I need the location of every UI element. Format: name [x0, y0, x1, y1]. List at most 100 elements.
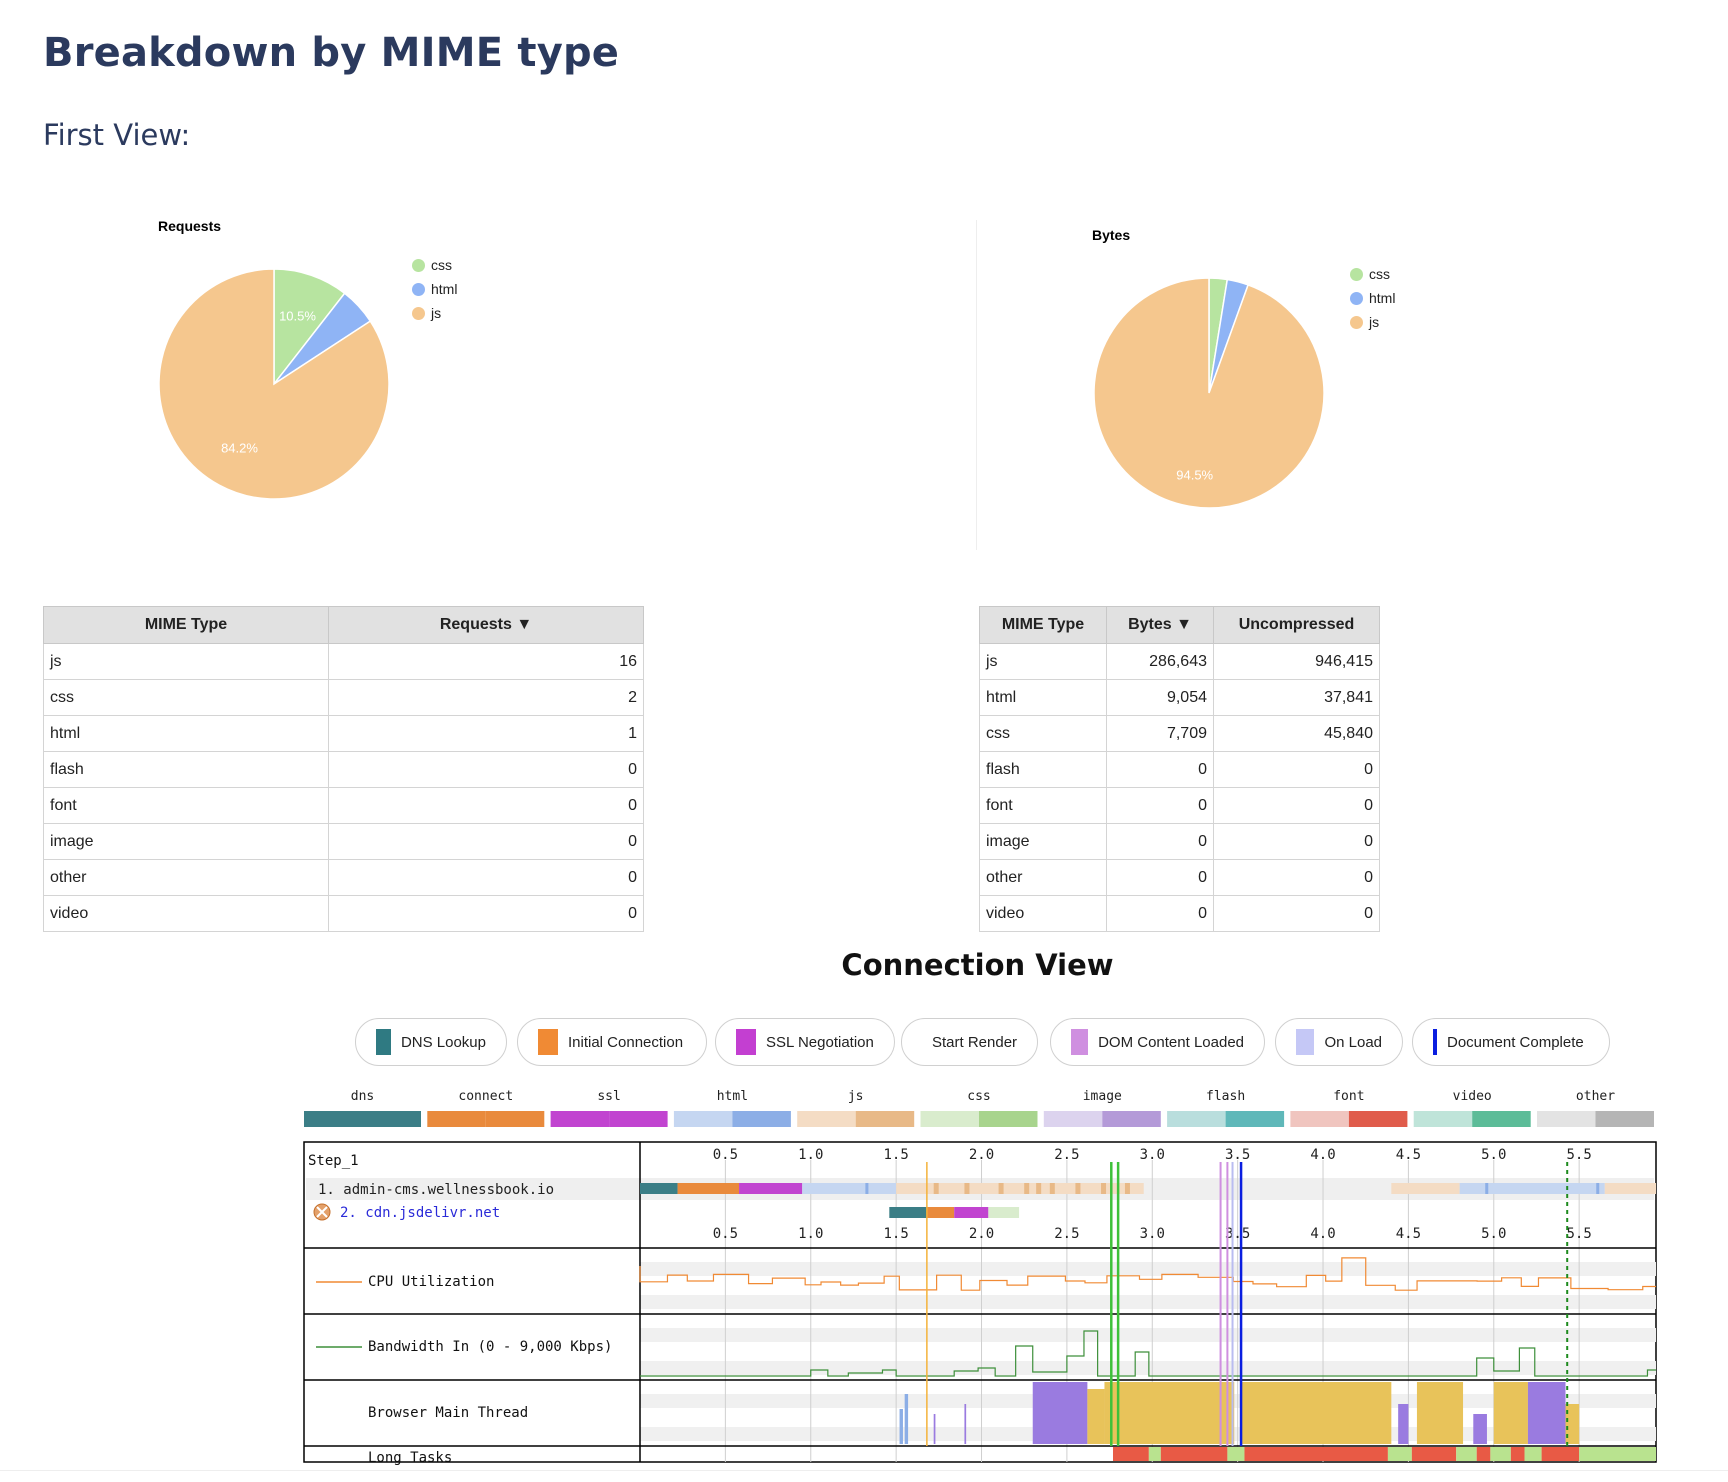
long-tasks-row-label: Long Tasks [368, 1450, 452, 1466]
connection-waterfall: dns connect ssl html js css image flash font vide… [303, 1089, 1657, 1466]
table-row: html 1 [43, 715, 644, 752]
connection-segment[interactable] [954, 1207, 989, 1218]
type-legend-swatch [1102, 1111, 1161, 1127]
connection-view-title: Connection View [841, 948, 1114, 982]
tick-label: 5.0 [1481, 1147, 1506, 1163]
legend-pill-dom-content-loaded[interactable]: DOM Content Loaded [1050, 1018, 1265, 1066]
request-chunk [1596, 1183, 1600, 1194]
main-thread-activity [1032, 1382, 1088, 1444]
table-header-mime[interactable]: MIME Type [43, 606, 329, 644]
blocked-icon [313, 1203, 331, 1221]
bytes-table: MIME Type Bytes ▼ Uncompressed js 286,643… [979, 606, 1380, 932]
mime-type-cell: html [979, 679, 1107, 716]
host-label[interactable]: 2. cdn.jsdelivr.net [340, 1205, 500, 1221]
connection-segment[interactable] [1459, 1183, 1605, 1194]
legend-item-js[interactable]: js [412, 305, 441, 321]
row-stripe [640, 1361, 1656, 1375]
legend-item-css[interactable]: css [1350, 266, 1390, 282]
pie-slice-js[interactable] [1093, 277, 1325, 509]
legend-item-css[interactable]: css [412, 257, 452, 273]
legend-label: html [1369, 290, 1396, 306]
request-chunk [1124, 1183, 1130, 1194]
legend-pill-label: Initial Connection [568, 1033, 684, 1051]
table-header-mime[interactable]: MIME Type [979, 606, 1107, 644]
connection-segment[interactable] [677, 1183, 740, 1194]
legend-pill-document-complete[interactable]: Document Complete [1412, 1018, 1610, 1066]
row-stripe [640, 1262, 1656, 1276]
connection-segment[interactable] [896, 1183, 1144, 1194]
main-thread-activity [1241, 1382, 1392, 1444]
value-cell: 0 [1106, 895, 1214, 932]
table-header-bytes[interactable]: Bytes ▼ [1106, 606, 1214, 644]
type-legend-swatch [797, 1111, 856, 1127]
type-legend-label: font [1333, 1089, 1364, 1104]
type-legend-swatch [362, 1111, 421, 1127]
mime-type-cell: css [979, 715, 1107, 752]
value-cell: 45,840 [1213, 715, 1380, 752]
table-header-uncompressed[interactable]: Uncompressed [1213, 606, 1380, 644]
table-row: video 0 0 [979, 895, 1380, 932]
legend-label: html [431, 281, 458, 297]
legend-item-js[interactable]: js [1350, 314, 1379, 330]
legend-pill-start-render[interactable]: Start Render [901, 1018, 1038, 1066]
connection-segment[interactable] [1391, 1183, 1460, 1194]
mime-type-cell: image [979, 823, 1107, 860]
legend-dot-icon [1350, 267, 1363, 281]
connection-segment[interactable] [802, 1183, 897, 1194]
type-legend-swatch [1595, 1111, 1654, 1127]
legend-pill-dns-lookup[interactable]: DNS Lookup [355, 1018, 507, 1066]
connection-segment[interactable] [926, 1207, 955, 1218]
legend-item-html[interactable]: html [1350, 290, 1395, 306]
value-cell: 9,054 [1106, 679, 1214, 716]
type-legend-label: ssl [597, 1089, 620, 1104]
legend-label: js [431, 305, 442, 321]
bytes-pie-chart: 94.5% [1093, 277, 1325, 509]
connection-segment[interactable] [640, 1183, 678, 1194]
pie-divider [976, 220, 977, 550]
pie-slice-js[interactable] [158, 268, 390, 500]
requests-table: MIME Type Requests ▼ js 16 css 2 html 1 flash 0… [43, 606, 644, 932]
legend-pill-initial-connection[interactable]: Initial Connection [517, 1018, 707, 1066]
value-cell: 946,415 [1213, 643, 1380, 680]
value-cell: 0 [1213, 751, 1380, 788]
legend-dot-icon [412, 306, 425, 320]
tick-label: 1.5 [883, 1147, 908, 1163]
requests-pie-chart: 10.5% 84.2% [158, 268, 390, 500]
table-row: font 0 [43, 787, 644, 824]
main-thread-activity [899, 1409, 903, 1444]
pie-slice-css[interactable] [273, 268, 346, 387]
table-header-requests[interactable]: Requests ▼ [328, 606, 644, 644]
type-legend-label: html [717, 1089, 748, 1104]
legend-item-html[interactable]: html [412, 281, 457, 297]
request-chunk [1485, 1183, 1489, 1194]
host-label[interactable]: 1. admin-cms.wellnessbook.io [318, 1182, 554, 1198]
mime-type-cell: font [979, 787, 1107, 824]
mime-type-cell: other [43, 859, 329, 896]
tick-label: 0.5 [713, 1226, 738, 1242]
connection-segment[interactable] [1604, 1183, 1656, 1194]
table-row: html 9,054 37,841 [979, 679, 1380, 716]
main-thread-activity [904, 1394, 909, 1444]
legend-pill-on-load[interactable]: On Load [1275, 1018, 1403, 1066]
cpu-row-label: CPU Utilization [368, 1274, 494, 1290]
step-label: Step_1 [308, 1153, 359, 1169]
connection-segment[interactable] [889, 1207, 927, 1218]
tick-label: 4.0 [1310, 1226, 1335, 1242]
legend-swatch-icon [1433, 1029, 1437, 1055]
tick-label: 1.5 [883, 1226, 908, 1242]
value-cell: 0 [1213, 787, 1380, 824]
pie-data-label: 10.5% [279, 308, 316, 323]
table-row: css 7,709 45,840 [979, 715, 1380, 752]
main-thread-activity [1416, 1382, 1464, 1444]
mime-type-cell: flash [43, 751, 329, 788]
connection-segment[interactable] [988, 1207, 1020, 1218]
connection-segment[interactable] [739, 1183, 803, 1194]
request-chunk [998, 1183, 1004, 1194]
legend-label: css [431, 257, 452, 273]
mime-type-cell: js [43, 643, 329, 680]
long-task-segment [1387, 1447, 1412, 1461]
type-legend-label: js [848, 1089, 864, 1104]
value-cell: 0 [1106, 859, 1214, 896]
long-task-segment [1112, 1447, 1149, 1461]
legend-pill-ssl-negotiation[interactable]: SSL Negotiation [715, 1018, 895, 1066]
